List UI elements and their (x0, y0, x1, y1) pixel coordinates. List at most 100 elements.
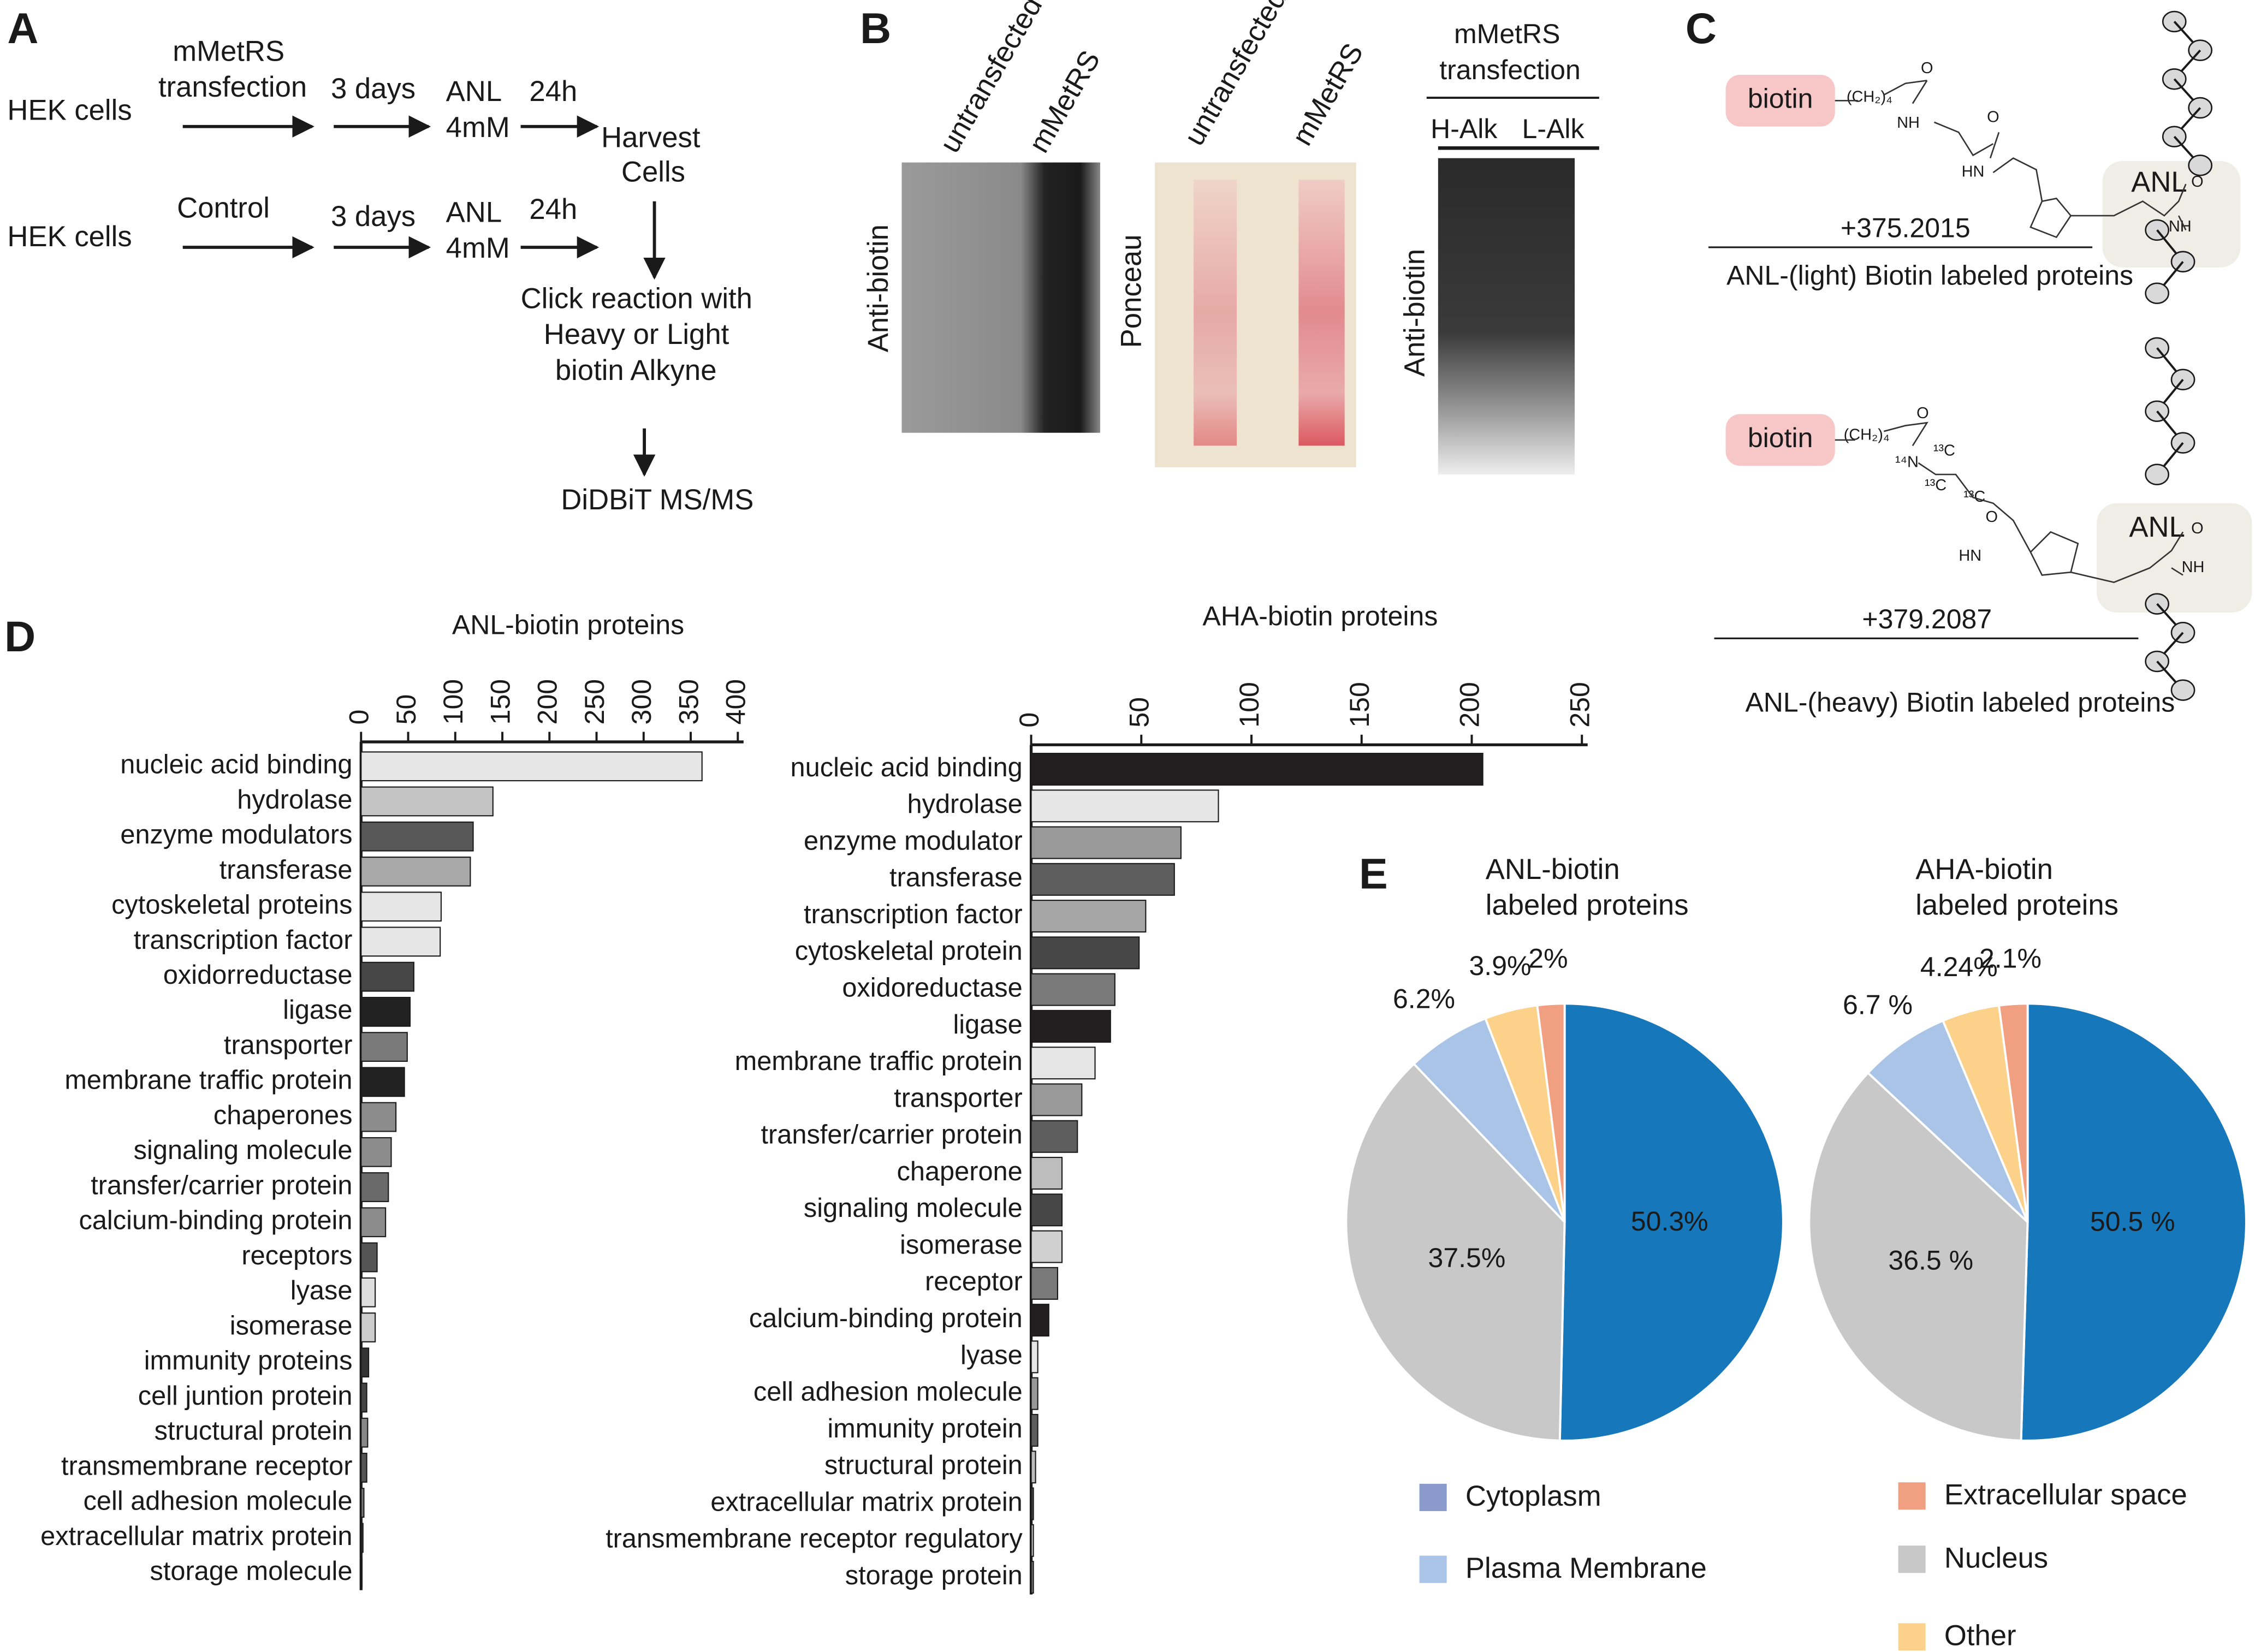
lane-label: L-Alk (1522, 114, 1585, 144)
workflow-text: Heavy or Light (544, 318, 729, 350)
data-label: 2.1% (1979, 943, 2042, 973)
amino-bead (2188, 154, 2213, 176)
amino-bead (2145, 463, 2170, 485)
y-tick-label: receptors (241, 1241, 352, 1270)
bond (1835, 421, 2184, 583)
y-tick-label: ligase (283, 995, 352, 1025)
atom-label: O (1921, 60, 1933, 77)
biotin-pill (1725, 74, 1835, 127)
workflow-text: 4mM (446, 111, 510, 144)
y-tick-label: receptor (925, 1267, 1023, 1297)
y-tick-label: transcription factor (804, 900, 1023, 929)
bond (1835, 80, 2187, 239)
bar (1030, 1156, 1063, 1190)
x-tick-label: 0 (344, 710, 375, 725)
bar (360, 857, 471, 887)
pie-slice (1866, 1019, 2029, 1223)
legend-swatch (1898, 1482, 1926, 1510)
panel-label: D (4, 612, 35, 661)
atom-label: O (1916, 405, 1929, 422)
blot-image (901, 162, 1100, 433)
pie-slice (2020, 1002, 2247, 1442)
y-tick-label: isomerase (230, 1311, 353, 1340)
workflow-text: biotin Alkyne (555, 354, 717, 387)
legend-swatch (1898, 1623, 1926, 1651)
atom-label: ¹³C (1963, 488, 1985, 506)
y-tick-label: extracellular matrix protein (710, 1487, 1022, 1517)
y-tick-label: transferase (889, 863, 1023, 893)
atom-label: NH (1897, 114, 1920, 132)
bar (1030, 1451, 1036, 1484)
bar (1030, 1413, 1039, 1447)
bar (360, 1102, 397, 1132)
data-label: 36.5 % (1888, 1245, 1973, 1276)
x-tick-label: 250 (579, 679, 610, 724)
y-tick-label: membrane traffic protein (735, 1047, 1023, 1076)
chart-title: labeled proteins (1915, 889, 2118, 922)
legend-swatch (1898, 1546, 1926, 1573)
biotin-label: biotin (1748, 423, 1813, 453)
bar (360, 996, 411, 1027)
legend-swatch (1419, 1483, 1447, 1511)
blot-lane (1298, 180, 1345, 446)
y-tick-label: hydrolase (907, 789, 1022, 819)
atom-label: HN (1962, 163, 1985, 181)
bar (360, 1032, 408, 1062)
y-tick-label: transfer/carrier protein (91, 1170, 352, 1200)
bar (360, 1312, 376, 1342)
y-tick-label: enzyme modulator (804, 826, 1023, 855)
bar (1030, 936, 1140, 970)
anl-highlight (2102, 161, 2241, 268)
bar (1030, 1561, 1034, 1594)
y-tick-label: transcription factor (134, 925, 353, 955)
legend-swatch (1419, 1555, 1447, 1583)
x-tick-label: 100 (1234, 682, 1265, 727)
workflow-text: transfection (158, 71, 307, 103)
y-tick-label: chaperone (897, 1157, 1022, 1186)
y-tick-label: isomerase (900, 1230, 1023, 1259)
bar (360, 926, 441, 957)
bar (1030, 789, 1219, 823)
y-tick-label: structural protein (155, 1416, 353, 1446)
lane-label: untransfected (1178, 0, 1293, 151)
x-tick-label: 0 (1014, 712, 1045, 728)
y-tick-label: cytoskeletal proteins (111, 890, 352, 920)
blot-label: Anti-biotin (862, 224, 894, 352)
bar (360, 751, 703, 782)
x-tick-label: 50 (1124, 697, 1155, 728)
workflow-text: Cells (621, 156, 685, 188)
y-tick-label: storage molecule (150, 1556, 352, 1586)
chart-title: ANL-biotin proteins (452, 609, 684, 640)
bar (360, 1558, 363, 1588)
y-tick-label: enzyme modulators (120, 820, 352, 849)
workflow-text: ANL (446, 196, 502, 228)
bar (1030, 826, 1182, 859)
y-tick-label: transporter (224, 1030, 353, 1060)
blot-label: Ponceau (1115, 234, 1147, 348)
pie-slice (1412, 1017, 1566, 1223)
y-tick-label: chaperones (213, 1101, 353, 1130)
bar (1030, 1267, 1059, 1300)
x-tick-label: 150 (485, 679, 515, 724)
x-tick-label: 200 (532, 679, 563, 724)
atom-label: (CH₂)₄ (1844, 426, 1890, 444)
amino-bead (2188, 39, 2213, 61)
biotin-pill (1725, 414, 1835, 466)
y-tick-label: signaling molecule (134, 1136, 353, 1165)
mass-shift: +379.2087 (1862, 604, 1992, 634)
bar (1030, 863, 1175, 896)
mass-shift: +375.2015 (1841, 213, 1971, 243)
blot-image (1438, 158, 1575, 475)
bar (1030, 1009, 1111, 1043)
data-label: 50.3% (1631, 1206, 1708, 1237)
chart-title: AHA-biotin (1915, 853, 2053, 886)
x-tick-label: 200 (1455, 682, 1485, 727)
lane-label: mMetRS (1286, 38, 1369, 151)
bar (360, 1347, 370, 1378)
bar (1030, 1304, 1049, 1337)
y-tick-label: lyase (290, 1276, 353, 1305)
lane-label: H-Alk (1431, 114, 1498, 144)
y-tick-label: extracellular matrix protein (40, 1522, 352, 1551)
bar (1030, 1083, 1083, 1116)
y-tick-label: calcium-binding protein (79, 1206, 352, 1235)
